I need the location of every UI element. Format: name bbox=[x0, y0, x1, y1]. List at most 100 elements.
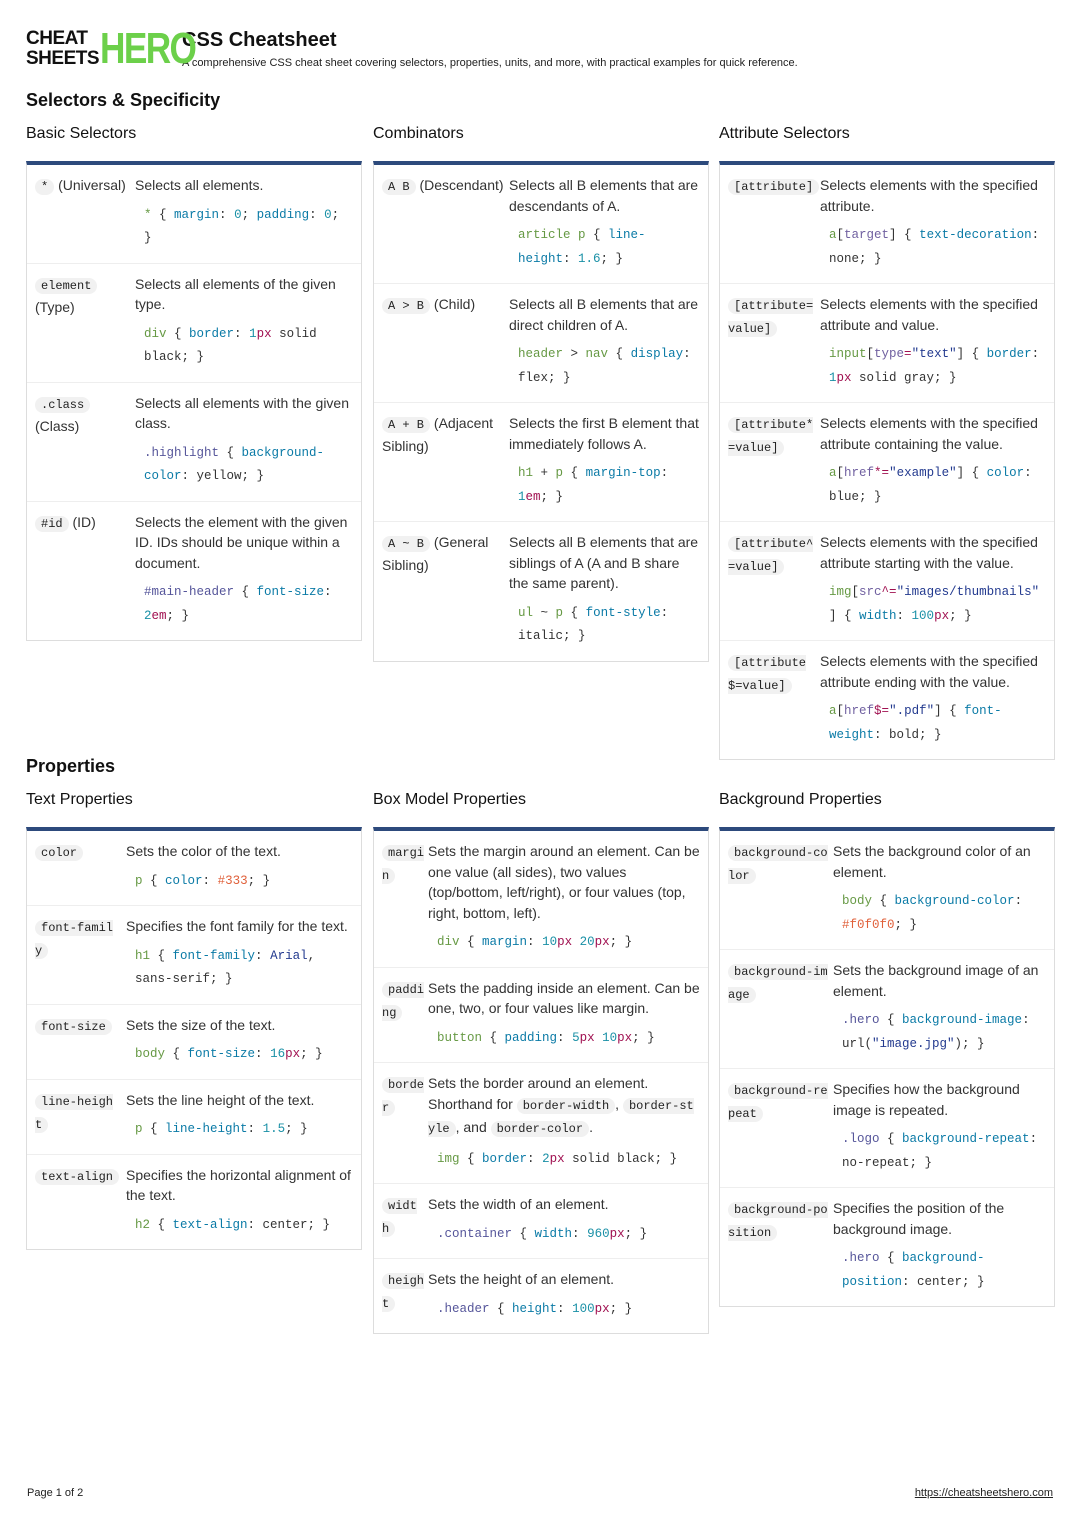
block-title: Background Properties bbox=[719, 791, 882, 808]
code-token: { bbox=[150, 1217, 173, 1232]
selector-label: (Class) bbox=[35, 417, 80, 434]
code-token: : bbox=[896, 608, 912, 623]
block-title: Attribute Selectors bbox=[719, 125, 850, 142]
code-token: : bbox=[1029, 1132, 1038, 1146]
code-token: *= bbox=[874, 466, 890, 480]
code-token: [ bbox=[866, 347, 875, 361]
code-token: height bbox=[512, 1301, 558, 1316]
code-token: background-repeat bbox=[902, 1132, 1030, 1146]
code-token: p bbox=[555, 466, 564, 480]
cheat-block: Attribute Selectors [attribute] Selects el… bbox=[719, 125, 1055, 760]
row-key: background-position bbox=[728, 1198, 833, 1294]
code-token: 960 bbox=[587, 1226, 610, 1241]
code-token: { bbox=[459, 935, 483, 949]
selector-code: line-height bbox=[35, 1093, 114, 1133]
code-token: : bbox=[1014, 894, 1023, 908]
code-token: ~ bbox=[533, 605, 556, 620]
code-example: h1 { font-family: Arial, sans-serif; } bbox=[135, 945, 353, 992]
code-token: line- bbox=[608, 228, 646, 242]
row-description: Specifies the position of the background… bbox=[833, 1200, 1005, 1237]
table-row: border Sets the border around an element.… bbox=[374, 1063, 708, 1184]
code-token: { bbox=[512, 1226, 535, 1241]
page-header: CHEAT SHEETS HERO CSS Cheatsheet A compre… bbox=[26, 27, 798, 71]
code-token: width bbox=[534, 1226, 573, 1241]
code-token: h1 bbox=[135, 948, 151, 963]
code-token: ] { bbox=[956, 347, 987, 361]
cheat-block: Basic Selectors * (Universal) Selects all … bbox=[26, 125, 362, 641]
code-example: body { background-color: #f0f0f0; } bbox=[842, 890, 1046, 937]
section-title: Properties bbox=[26, 756, 116, 776]
table-row: background-color Sets the background colo… bbox=[720, 831, 1054, 950]
code-token: ; } bbox=[247, 873, 271, 888]
row-description: Sets the padding inside an element. Can … bbox=[428, 979, 700, 1017]
code-token: 10 bbox=[602, 1030, 618, 1045]
code-token: { bbox=[142, 1122, 166, 1136]
code-token: flex; } bbox=[518, 370, 571, 385]
code-example: div { margin: 10px 20px; } bbox=[437, 931, 700, 955]
code-token: div bbox=[437, 935, 460, 949]
row-description: Selects elements with the specified attr… bbox=[820, 534, 1038, 571]
code-token: src bbox=[859, 585, 882, 599]
code-token: { bbox=[166, 326, 190, 341]
code-token: ] { bbox=[956, 466, 987, 480]
row-key: A ~ B (General Sibling) bbox=[382, 532, 509, 649]
table-row: width Sets the width of an element. .conta… bbox=[374, 1184, 708, 1259]
code-token: no-repeat; } bbox=[842, 1155, 933, 1170]
code-token: 5 bbox=[572, 1030, 580, 1045]
code-token: black; } bbox=[144, 350, 205, 364]
code-token: a bbox=[829, 228, 837, 242]
code-example: article p { line-height: 1.6; } bbox=[518, 224, 700, 271]
selector-code: height bbox=[382, 1273, 425, 1312]
code-token: background- bbox=[241, 445, 325, 460]
code-token: "text" bbox=[911, 347, 957, 361]
page-subtitle: A comprehensive CSS cheat sheet covering… bbox=[182, 57, 798, 69]
row-key: margin bbox=[382, 841, 428, 955]
code-token: background- bbox=[902, 1251, 985, 1265]
code-token: "image.jpg" bbox=[872, 1036, 955, 1051]
code-token: { bbox=[585, 228, 609, 242]
selector-code: [attribute*=value] bbox=[728, 417, 814, 456]
code-token: em bbox=[525, 489, 541, 504]
code-token: font-family bbox=[172, 948, 256, 963]
code-token: { bbox=[165, 1047, 188, 1061]
code-token: position bbox=[842, 1274, 903, 1289]
code-token: solid bbox=[271, 326, 317, 341]
code-token: px bbox=[549, 1151, 565, 1166]
code-token: text-align bbox=[172, 1217, 248, 1232]
code-token: { bbox=[872, 894, 895, 908]
code-token: .header bbox=[437, 1301, 490, 1316]
code-example: * { margin: 0; padding: 0;} bbox=[144, 204, 353, 251]
table-row: element (Type) Selects all elements of th… bbox=[27, 264, 361, 383]
description-text: . bbox=[589, 1118, 593, 1135]
code-token: ; } bbox=[285, 1122, 308, 1136]
table-row: * (Universal) Selects all elements. * { ma… bbox=[27, 165, 361, 264]
code-token: ; } bbox=[609, 1301, 633, 1316]
code-token: 100 bbox=[911, 608, 935, 623]
code-token: ; } bbox=[166, 608, 190, 623]
table-row: A B (Descendant) Selects all B elements t… bbox=[374, 165, 708, 284]
code-token: "example" bbox=[889, 466, 957, 480]
block-title: Basic Selectors bbox=[26, 125, 137, 142]
footer-link[interactable]: https://cheatsheetshero.com bbox=[914, 1487, 1053, 1499]
cheatsheetshero-logo[interactable]: CHEAT SHEETS HERO bbox=[26, 27, 197, 71]
selector-code: element bbox=[35, 277, 98, 294]
row-key: font-family bbox=[35, 916, 126, 992]
code-token: border bbox=[986, 347, 1032, 361]
code-example: .logo { background-repeat: no-repeat; } bbox=[842, 1128, 1046, 1175]
code-example: .highlight { background-color: yellow; } bbox=[144, 442, 353, 489]
code-token: img bbox=[437, 1151, 460, 1166]
code-example: img[src^="images/thumbnails"] { width: 1… bbox=[829, 581, 1046, 628]
code-token: font- bbox=[964, 704, 1002, 718]
code-token: a bbox=[829, 704, 837, 718]
code-token: em bbox=[151, 608, 167, 623]
table-row: background-repeat Specifies how the backg… bbox=[720, 1069, 1054, 1188]
selector-code: * bbox=[35, 179, 55, 195]
code-example: .header { height: 100px; } bbox=[437, 1298, 700, 1322]
row-description: Sets the margin around an element. Can b… bbox=[428, 843, 700, 921]
code-token: px bbox=[594, 935, 610, 949]
code-token: .hero bbox=[842, 1251, 880, 1265]
code-token: ; } bbox=[632, 1030, 655, 1045]
page-number: Page 1 of 2 bbox=[27, 1487, 84, 1499]
code-token: 10 bbox=[542, 935, 558, 949]
row-description: Specifies the font family for the text. bbox=[126, 918, 348, 934]
